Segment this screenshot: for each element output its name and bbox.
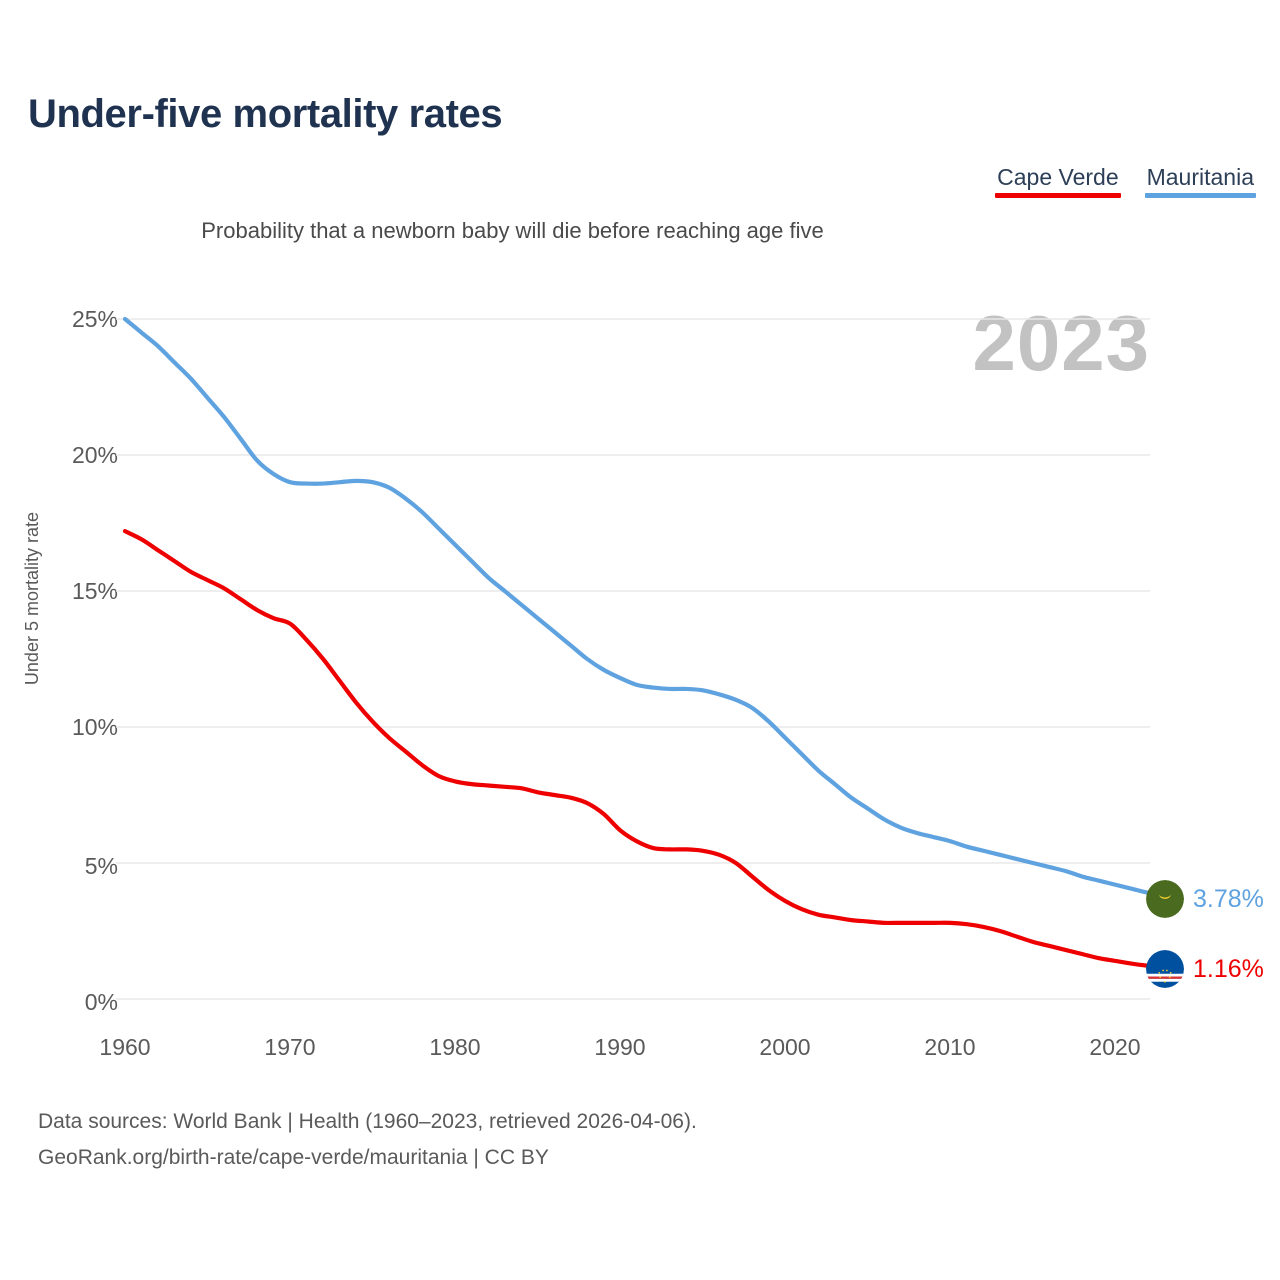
cape-verde-flag-svg — [1146, 950, 1184, 988]
x-tick-2000: 2000 — [759, 1034, 811, 1060]
legend-item-cape-verde[interactable]: Cape Verde — [995, 164, 1121, 198]
mauritania-flag-icon — [1146, 880, 1184, 918]
y-tick-20: 20% — [71, 442, 118, 468]
x-tick-1980: 1980 — [429, 1034, 481, 1060]
legend-label-cape-verde: Cape Verde — [997, 164, 1119, 190]
legend-label-mauritania: Mauritania — [1146, 164, 1254, 190]
end-value-cape-verde: 1.16% — [1193, 954, 1264, 983]
x-tick-1970: 1970 — [264, 1034, 316, 1060]
footer-line-sources: Data sources: World Bank | Health (1960–… — [38, 1110, 697, 1133]
end-value-mauritania: 3.78% — [1193, 884, 1264, 913]
x-tick-1960: 1960 — [99, 1034, 151, 1060]
series-line-cape-verde — [122, 529, 1168, 970]
chart-svg — [116, 316, 1168, 1000]
line-chart-plot — [0, 270, 1280, 1030]
series-lines — [122, 316, 1168, 970]
y-tick-10: 10% — [71, 714, 118, 740]
cape-verde-flag-icon — [1146, 950, 1184, 988]
legend-rule-mauritania — [1144, 193, 1256, 198]
y-tick-25: 25% — [71, 306, 118, 332]
y-tick-5: 5% — [84, 853, 118, 879]
legend-rule-cape-verde — [995, 193, 1121, 198]
end-marker-cape-verde[interactable]: 1.16% — [1146, 950, 1264, 988]
y-tick-15: 15% — [71, 578, 118, 604]
y-tick-0: 0% — [84, 989, 118, 1015]
legend-item-mauritania[interactable]: Mauritania — [1144, 164, 1256, 198]
gridlines — [116, 318, 1150, 1000]
x-tick-1990: 1990 — [594, 1034, 646, 1060]
footer-line-attribution: GeoRank.org/birth-rate/cape-verde/maurit… — [38, 1146, 549, 1169]
y-axis-ticks: 25% 20% 15% 10% 5% 0% — [40, 0, 118, 1280]
x-tick-2020: 2020 — [1089, 1034, 1141, 1060]
page-title: Under-five mortality rates — [28, 92, 503, 136]
footer: Data sources: World Bank | Health (1960–… — [38, 1104, 697, 1176]
x-tick-2010: 2010 — [924, 1034, 976, 1060]
end-marker-mauritania[interactable]: 3.78% — [1146, 880, 1264, 918]
legend: Cape Verde Mauritania — [995, 164, 1256, 198]
chart-subtitle: Probability that a newborn baby will die… — [201, 218, 824, 243]
mauritania-flag-svg — [1146, 880, 1184, 918]
x-axis-ticks: 1960 1970 1980 1990 2000 2010 2020 — [0, 1034, 1280, 1070]
series-line-mauritania — [122, 316, 1168, 899]
